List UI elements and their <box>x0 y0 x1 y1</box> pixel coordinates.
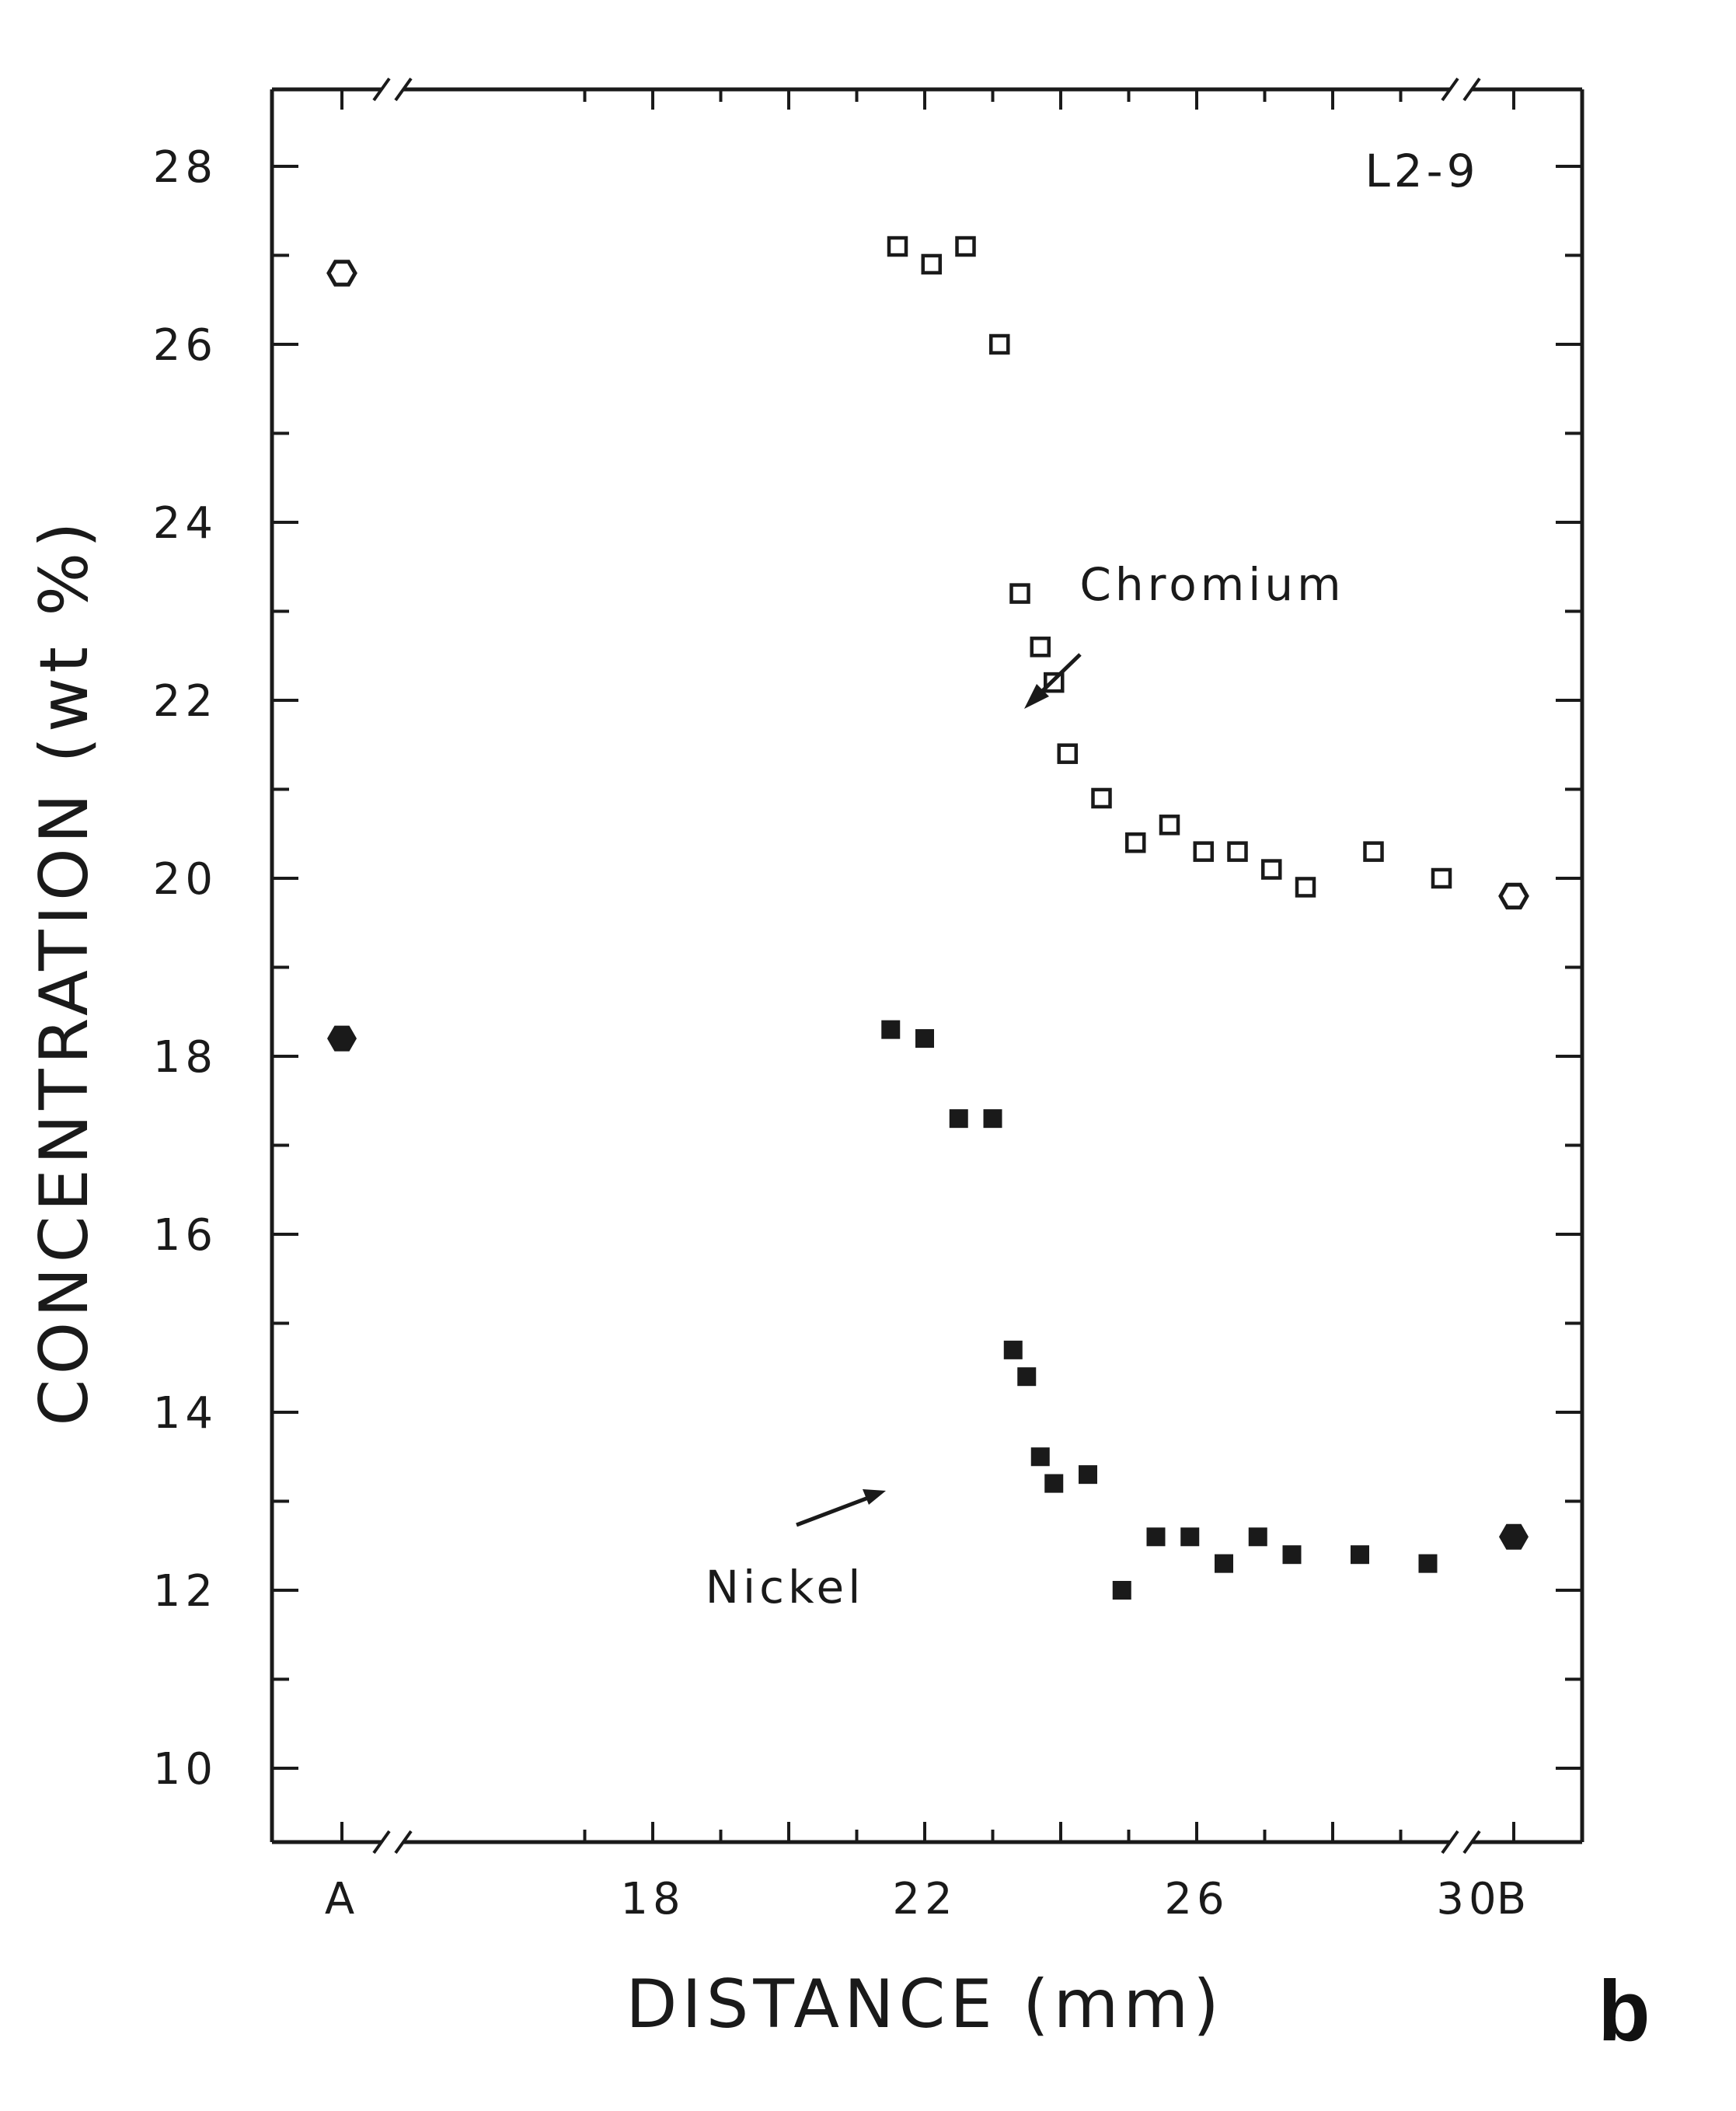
chromium-point <box>1009 583 1030 604</box>
chromium-point <box>955 236 976 257</box>
nickel-annotation: Nickel <box>706 1561 865 1614</box>
y-tick-label: 22 <box>153 676 218 727</box>
nickel-arrow <box>796 1489 886 1527</box>
sample-label: L2-9 <box>1365 145 1479 197</box>
chromium-point <box>989 333 1010 355</box>
nickel-point <box>1418 1554 1438 1573</box>
chromium-point <box>1295 877 1316 898</box>
nickel-point <box>881 1020 901 1039</box>
chromium-point <box>1261 859 1282 880</box>
nickel-point <box>1351 1545 1369 1565</box>
nickel-point <box>1180 1527 1200 1547</box>
y-tick-label: 26 <box>153 320 218 371</box>
open-circle-point <box>1498 882 1529 910</box>
nickel-point <box>1030 1447 1050 1467</box>
chromium-point <box>1125 832 1146 853</box>
axis-break-mark <box>372 77 413 102</box>
axis-break-mark <box>1441 1830 1481 1855</box>
x-axis: A 18 22 26 30B <box>325 89 1531 1924</box>
chromium-point <box>1030 637 1051 658</box>
open-circle-point <box>326 260 357 287</box>
nickel-point <box>1248 1527 1267 1547</box>
nickel-point <box>915 1029 934 1049</box>
y-tick-label: 16 <box>153 1210 218 1261</box>
nickel-point <box>1282 1545 1302 1565</box>
nickel-point <box>1003 1340 1023 1359</box>
y-tick-label: 10 <box>153 1744 218 1795</box>
nickel-point <box>1017 1367 1037 1387</box>
filled-circle-point <box>1499 1523 1529 1550</box>
chromium-point <box>1431 867 1452 889</box>
axis-break-mark <box>372 1830 413 1855</box>
y-tick-label: 20 <box>153 854 218 905</box>
chromium-point <box>887 236 908 257</box>
nickel-point <box>949 1109 968 1129</box>
x-tick-label: 26 <box>1164 1874 1229 1924</box>
x-tick-label: 18 <box>620 1874 685 1924</box>
x-tick-label: 30 <box>1436 1874 1501 1924</box>
nickel-point <box>983 1109 1002 1129</box>
chromium-point <box>1159 815 1180 836</box>
chromium-point <box>1193 841 1214 862</box>
chromium-annotation: Chromium <box>1079 558 1344 611</box>
y-tick-label: 18 <box>153 1032 218 1083</box>
chromium-point <box>921 253 942 275</box>
x-tick-label: 22 <box>892 1874 957 1924</box>
chromium-point <box>1057 743 1078 764</box>
x-tick-label: A <box>325 1874 359 1924</box>
nickel-point <box>1112 1581 1131 1600</box>
chromium-arrow <box>1024 653 1082 709</box>
axis-break-mark <box>1441 77 1481 102</box>
y-tick-label: 14 <box>153 1388 218 1439</box>
data-points <box>326 236 1529 1600</box>
x-tick-label: B <box>1497 1874 1531 1924</box>
y-tick-label: 12 <box>153 1566 218 1617</box>
y-tick-label: 24 <box>153 498 218 549</box>
y-tick-label: 28 <box>153 142 218 193</box>
y-axis: 10 12 14 16 18 20 22 24 26 28 <box>153 142 1582 1795</box>
nickel-point <box>1215 1554 1233 1573</box>
chromium-point <box>1227 841 1248 862</box>
chromium-point <box>1091 787 1112 809</box>
x-axis-title: DISTANCE (mm) <box>626 1966 1224 2043</box>
nickel-point <box>1146 1527 1166 1547</box>
nickel-point <box>1079 1465 1097 1485</box>
chromium-point <box>1363 841 1384 862</box>
nickel-point <box>1044 1474 1064 1493</box>
panel-label: b <box>1598 1963 1650 2059</box>
y-axis-title: CONCENTRATION (wt %) <box>26 517 103 1425</box>
filled-circle-point <box>327 1025 357 1052</box>
